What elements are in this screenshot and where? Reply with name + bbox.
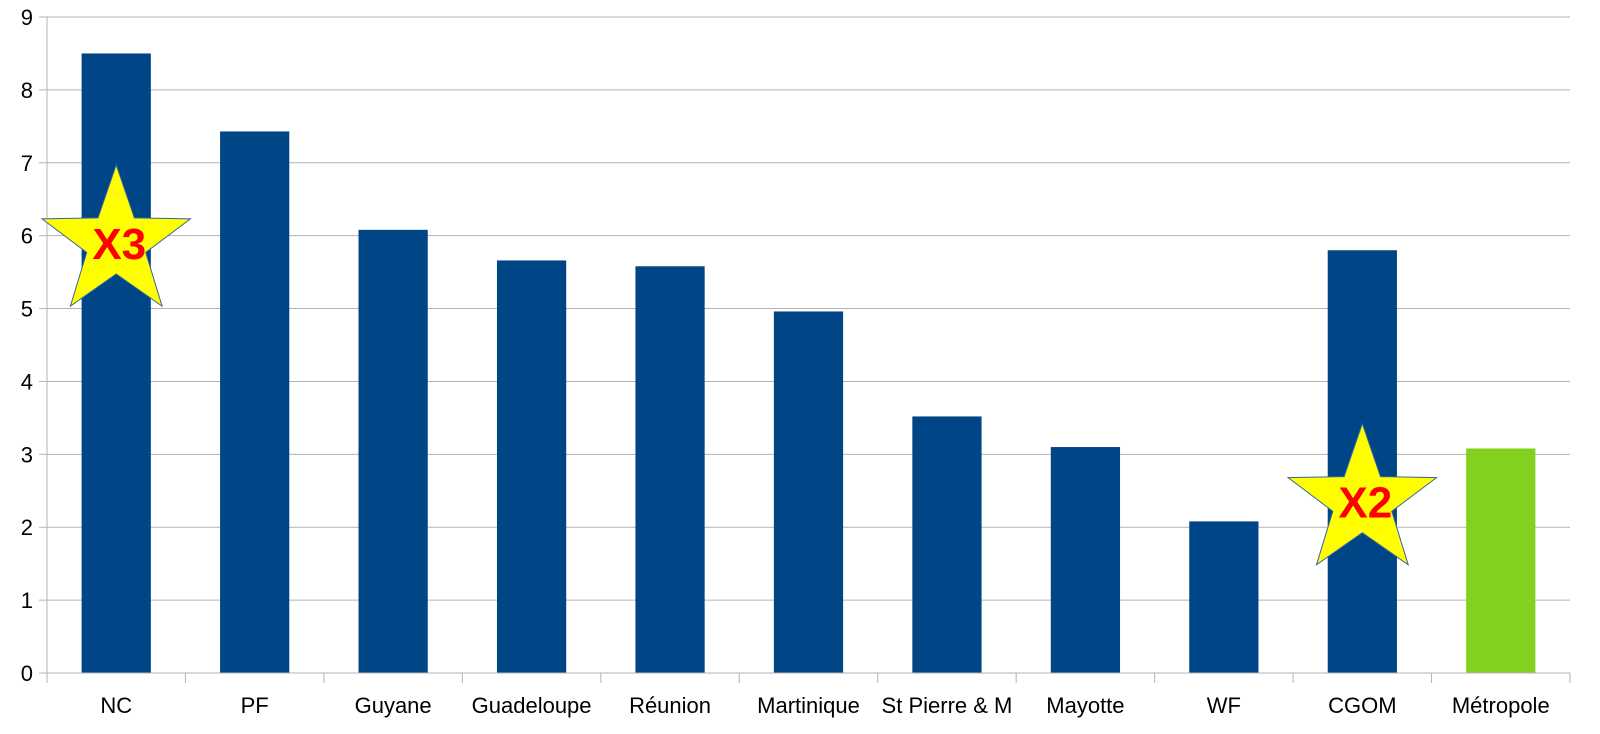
bars [81, 53, 1536, 674]
bar-2 [358, 229, 428, 673]
x-tick-label: CGOM [1328, 693, 1396, 718]
y-tick-label: 7 [21, 151, 33, 176]
bar-10 [1466, 448, 1536, 673]
x-tick-label: Métropole [1452, 693, 1550, 718]
gridlines [47, 16, 1570, 601]
bar-1 [220, 131, 290, 674]
star-annotation-0 [40, 163, 192, 308]
y-tick-label: 9 [21, 5, 33, 30]
y-tick-label: 5 [21, 297, 33, 322]
x-tick-label: PF [241, 693, 269, 718]
star-annotation-1 [1286, 422, 1438, 567]
y-tick-label: 2 [21, 515, 33, 540]
x-tick-label: Guyane [355, 693, 432, 718]
y-tick-label: 1 [21, 588, 33, 613]
x-tick-label: Martinique [757, 693, 860, 718]
bar-7 [1050, 447, 1121, 673]
x-tick-label: Réunion [629, 693, 711, 718]
y-tick-label: 6 [21, 224, 33, 249]
bar-5 [773, 311, 844, 673]
x-tick-label: Mayotte [1046, 693, 1124, 718]
annotations: X3 X2 [40, 163, 1438, 567]
y-tick-label: 4 [21, 369, 33, 394]
x-tick-label: Guadeloupe [472, 693, 592, 718]
star-annotation-label: X2 [1338, 479, 1392, 528]
bar-4 [635, 266, 705, 673]
y-tick-label: 8 [21, 78, 33, 103]
bar-6 [912, 416, 982, 673]
x-tick-label: NC [100, 693, 132, 718]
y-tick-label: 0 [21, 661, 33, 686]
bar-8 [1189, 521, 1259, 673]
x-tick-label: WF [1207, 693, 1241, 718]
axes: 0 1 2 3 4 5 6 7 8 9 NC PF Guyane Guadeloupe Réunion Mar… [21, 5, 1571, 718]
bar-0 [81, 53, 151, 673]
star-annotation-label: X3 [92, 220, 146, 269]
bar-3 [496, 260, 567, 673]
y-tick-label: 3 [21, 442, 33, 467]
x-tick-label: St Pierre & M [882, 693, 1013, 718]
